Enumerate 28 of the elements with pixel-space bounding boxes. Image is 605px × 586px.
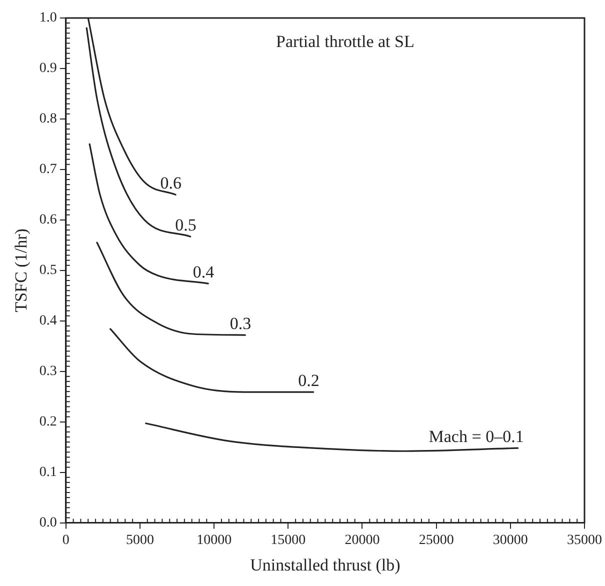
y-axis-title: TSFC (1/hr) [12,228,31,312]
series-label: Mach = 0–0.1 [428,427,524,446]
x-tick-label: 10000 [196,532,232,548]
series-label: 0.2 [298,371,320,390]
series-label: 0.4 [192,262,215,282]
y-tick-label: 0.1 [39,464,57,480]
annotation: Partial throttle at SL [276,32,414,51]
y-tick-label: 0.6 [39,212,57,228]
y-tick-label: 0.4 [39,314,57,329]
y-tick-label: 0.3 [39,364,57,380]
x-tick-label: 5000 [126,532,154,548]
series-label: 0.5 [175,216,196,235]
y-tick-label: 1.0 [39,10,57,26]
series-label: 0.6 [160,174,182,193]
x-tick-label: 20000 [344,532,380,548]
x-tick-label: 15000 [270,532,306,548]
y-tick-label: 0.8 [39,112,57,127]
y-tick-label: 0.5 [39,263,57,278]
y-tick-label: 0.7 [39,162,57,178]
x-tick-label: 30000 [492,532,528,548]
x-tick-label: 0 [62,532,70,548]
y-tick-label: 0.2 [39,414,57,430]
x-tick-label: 35000 [567,532,602,548]
series-label: 0.3 [230,314,252,333]
y-tick-label: 0.0 [39,515,57,530]
x-axis-title: Uninstalled thrust (lb) [250,555,400,574]
y-tick-label: 0.9 [39,61,57,76]
x-tick-label: 25000 [418,532,454,548]
